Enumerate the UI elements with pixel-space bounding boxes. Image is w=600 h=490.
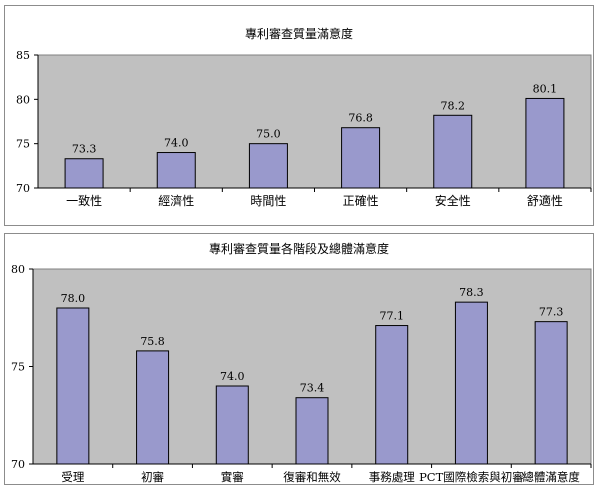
plot-area	[37, 54, 592, 189]
x-category-label: 事務處理	[369, 470, 415, 484]
y-tick-label: 80	[16, 93, 30, 106]
bar-value-label: 80.1	[533, 82, 558, 95]
bar-chart-stages: 70 75 80 78.0 受理 75.8 初審 74.0 實審 73.4 復審和無效 77.1 事務處…	[11, 263, 592, 484]
bar-value-label: 75.0	[256, 128, 281, 141]
chart-title: 專利審查質量各階段及總體滿意度	[208, 242, 389, 256]
bar-value-label: 78.0	[61, 292, 86, 305]
x-category-label: 經濟性	[158, 193, 194, 208]
bar-value-label: 73.4	[300, 382, 325, 395]
y-tick-label: 75	[11, 361, 25, 374]
bar	[136, 350, 170, 465]
x-category-label: 實審	[221, 470, 244, 484]
bar-value-label: 77.3	[539, 306, 564, 319]
bar-value-label: 78.2	[441, 99, 466, 112]
bar-value-label: 74.0	[220, 370, 245, 383]
x-category-label: 舒適性	[527, 193, 563, 208]
x-category-label: 總體滿意度	[522, 470, 580, 484]
bar	[534, 321, 568, 465]
x-category-label: 一致性	[66, 194, 102, 208]
bar	[64, 158, 104, 189]
bar	[454, 301, 488, 465]
bar-value-label: 77.1	[379, 310, 404, 323]
bar-value-label: 76.8	[348, 112, 373, 125]
x-category-label: 正確性	[343, 193, 379, 208]
x-category-label: 安全性	[435, 193, 471, 208]
bar	[525, 97, 565, 189]
x-category-label: 時間性	[250, 194, 286, 208]
bar	[341, 127, 381, 189]
x-category-label: 復審和無效	[283, 470, 341, 484]
bar	[56, 307, 90, 465]
chart-title: 專利審查質量滿意度	[244, 27, 353, 41]
x-category-label: 受理	[61, 470, 84, 484]
bar-value-label: 78.3	[459, 286, 484, 299]
bar-chart-quality: 70 75 80 85 73.3 一致性 74.0 經濟性 75.0 時間性 76.8 正確性 78.2…	[16, 49, 592, 208]
bar	[433, 114, 473, 189]
bar-value-label: 75.8	[140, 335, 165, 348]
bar	[156, 152, 196, 189]
bar	[375, 325, 409, 465]
y-tick-label: 80	[11, 263, 25, 276]
y-tick-label: 85	[16, 49, 30, 62]
chart-panel-stages: 專利審查質量各階段及總體滿意度 70 75 80 78.0 受理 75.8 初審 74.0 實審…	[4, 233, 594, 485]
y-tick-label: 70	[11, 458, 25, 471]
bar-value-label: 73.3	[72, 143, 97, 156]
bar	[215, 385, 249, 465]
bar-value-label: 74.0	[164, 137, 189, 150]
y-tick-label: 75	[16, 138, 30, 151]
bar	[248, 143, 288, 189]
bar	[295, 397, 329, 465]
chart-panel-quality: 專利審查質量滿意度 70 75 80 85 73.3 一致性 74.0 經濟性 75.0 時間性 7…	[4, 5, 594, 226]
x-category-label: 初審	[141, 470, 164, 484]
y-tick-label: 70	[16, 182, 30, 195]
x-category-label: PCT國際檢索與初審	[419, 470, 524, 484]
